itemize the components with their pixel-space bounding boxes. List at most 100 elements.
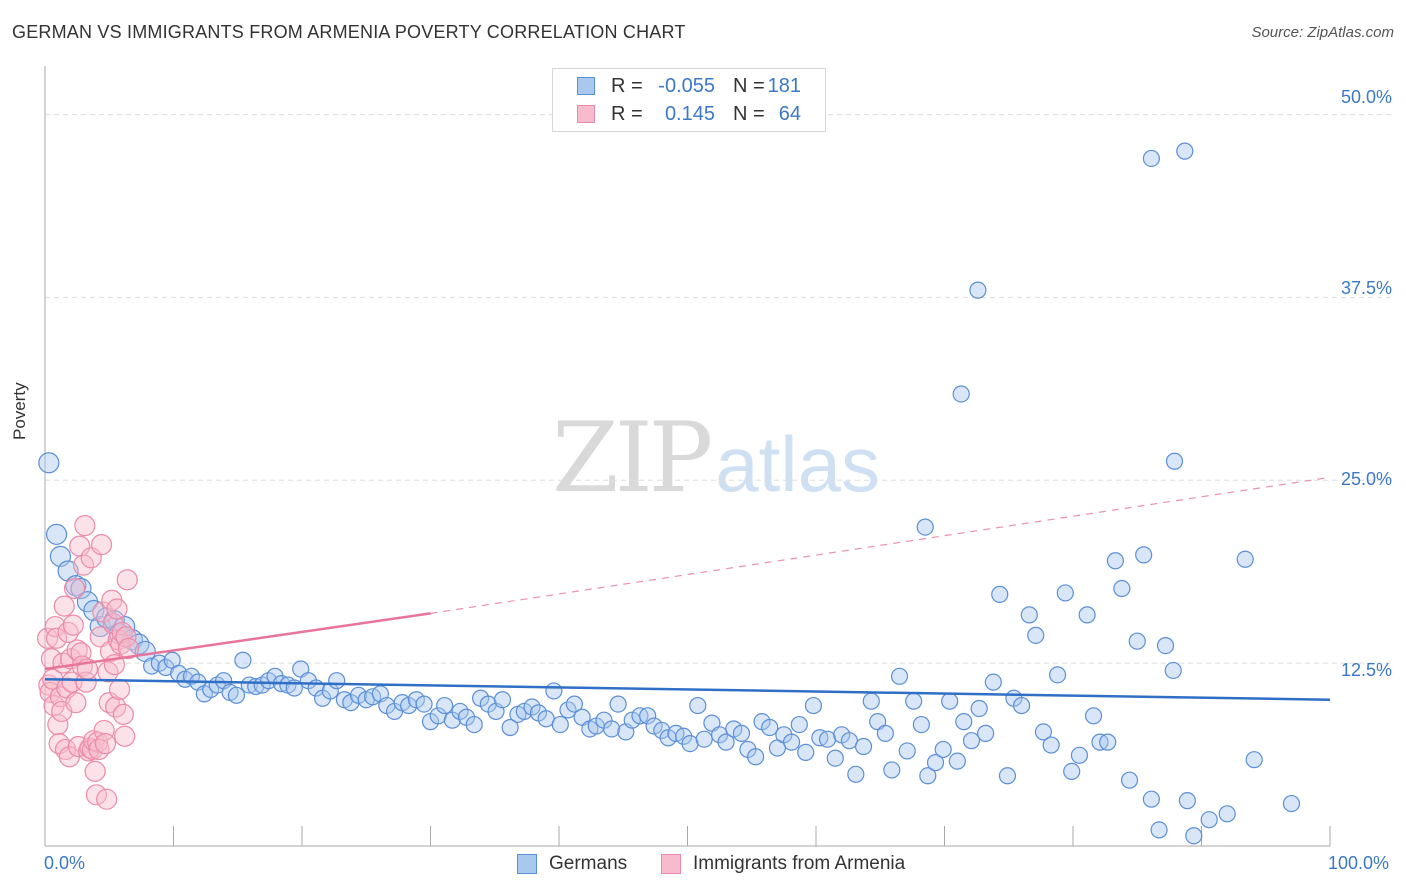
data-point — [912, 715, 930, 734]
data-point — [1236, 550, 1254, 568]
data-point — [523, 698, 541, 716]
data-point — [916, 518, 934, 536]
data-point — [639, 707, 657, 725]
r-label: R = — [611, 103, 643, 125]
data-point — [797, 743, 815, 761]
data-point — [732, 724, 751, 742]
data-point — [44, 615, 66, 638]
n-label: N = — [733, 103, 765, 125]
r-value: -0.055 — [658, 75, 715, 97]
data-point — [240, 676, 258, 694]
legend-label: Immigrants from Armenia — [693, 853, 906, 874]
data-point — [905, 692, 923, 710]
data-point — [934, 740, 952, 759]
data-point — [818, 730, 837, 748]
data-point — [1034, 723, 1053, 741]
data-point — [65, 692, 87, 714]
y-tick-label: 12.5% — [1340, 660, 1392, 680]
data-point — [53, 595, 75, 617]
data-point — [545, 682, 563, 700]
stats-legend: R = -0.055 N = 181 R = 0.145 N = 64 — [552, 68, 826, 132]
grid-lines — [45, 114, 1392, 664]
stats-row-armenia: R = 0.145 N = 64 — [553, 101, 825, 127]
data-point — [1056, 584, 1074, 602]
armenia-swatch — [577, 105, 595, 123]
data-point — [1020, 606, 1038, 624]
data-point — [1142, 149, 1160, 168]
x-tick-label: 100.0% — [1328, 853, 1390, 873]
data-point — [890, 667, 909, 685]
data-point — [717, 733, 735, 751]
data-point — [94, 732, 116, 755]
data-point — [66, 639, 88, 661]
data-point — [898, 742, 916, 760]
data-point — [761, 718, 779, 737]
data-point — [1176, 142, 1194, 160]
armenia-legend-swatch — [661, 854, 681, 874]
data-point — [72, 554, 95, 576]
armenia-points — [36, 515, 140, 810]
data-point — [1142, 790, 1160, 808]
data-point — [436, 696, 454, 715]
data-point — [415, 695, 433, 713]
data-point — [847, 765, 865, 783]
watermark: ZIPatlas — [552, 402, 880, 514]
data-point — [62, 614, 84, 636]
data-point — [970, 699, 988, 718]
data-point — [962, 732, 981, 750]
armenia-trend-extension — [430, 476, 1331, 614]
data-point — [952, 385, 970, 403]
n-value: 64 — [778, 103, 801, 125]
data-point — [63, 577, 86, 600]
data-point — [991, 585, 1009, 603]
data-point — [1282, 794, 1301, 813]
data-point — [105, 696, 127, 718]
data-point — [1150, 821, 1168, 839]
data-point — [941, 692, 959, 710]
data-point — [1178, 792, 1196, 810]
data-point — [234, 651, 252, 669]
data-point — [948, 752, 966, 770]
data-point — [501, 718, 519, 737]
n-value: 181 — [767, 75, 801, 97]
data-point — [1078, 606, 1096, 624]
data-point — [1099, 733, 1117, 751]
data-point — [39, 681, 61, 704]
x-tick-label: 0.0% — [44, 853, 86, 873]
data-point — [1245, 751, 1263, 769]
data-point — [114, 725, 136, 747]
data-point — [747, 748, 765, 766]
data-point — [883, 761, 901, 779]
data-point — [998, 767, 1017, 785]
germans-trend-line — [44, 677, 1331, 701]
data-point — [116, 569, 138, 591]
data-point — [854, 737, 873, 756]
data-point — [559, 701, 577, 719]
data-point — [603, 720, 621, 738]
data-point — [1156, 636, 1175, 655]
data-point — [1106, 552, 1125, 570]
data-point — [465, 715, 483, 734]
data-point — [106, 598, 128, 620]
germans-swatch — [577, 77, 595, 95]
data-point — [451, 702, 469, 721]
source-label: Source: ZipAtlas.com — [1251, 24, 1394, 41]
data-point — [1185, 827, 1203, 845]
data-point — [83, 599, 105, 622]
y-tick-label: 25.0% — [1340, 469, 1392, 489]
data-point — [955, 713, 973, 731]
data-point — [565, 695, 584, 713]
data-point — [1042, 736, 1060, 754]
watermark-atlas: atlas — [715, 420, 880, 508]
data-point — [1048, 666, 1067, 684]
data-point — [1120, 771, 1139, 789]
data-point — [112, 703, 134, 725]
data-point — [1165, 452, 1184, 470]
data-point — [681, 734, 699, 753]
data-point — [969, 281, 987, 299]
data-point — [45, 523, 68, 546]
germans-points — [38, 142, 1301, 845]
n-label: N = — [733, 75, 765, 97]
data-point — [108, 678, 131, 701]
